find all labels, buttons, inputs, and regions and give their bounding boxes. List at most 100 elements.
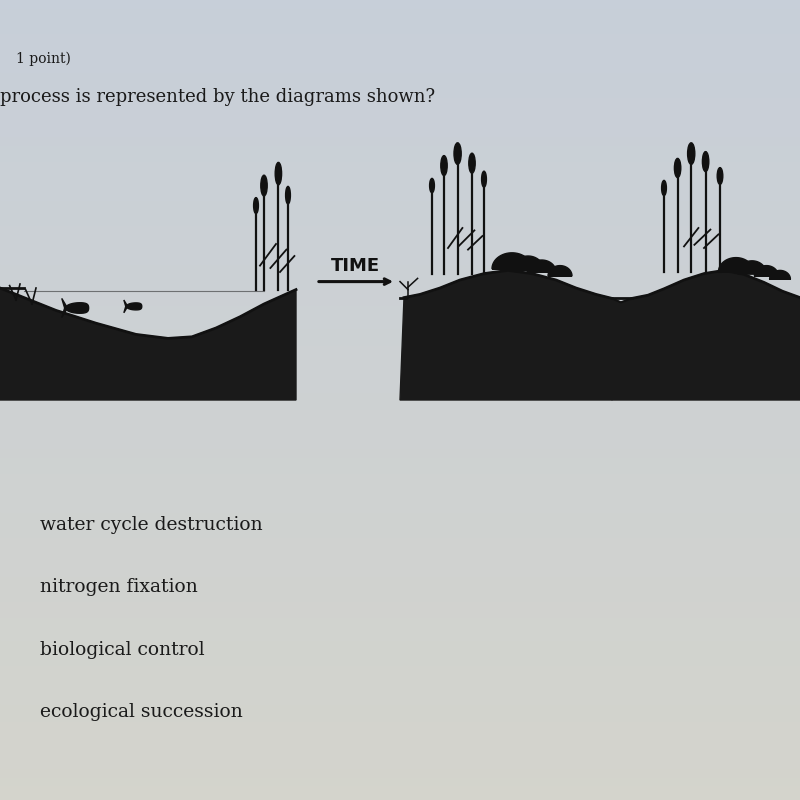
Polygon shape bbox=[770, 270, 790, 279]
Bar bbox=[0, 191, 800, 200]
Bar bbox=[0, 759, 800, 768]
Ellipse shape bbox=[286, 186, 290, 204]
Bar bbox=[0, 615, 800, 624]
Bar bbox=[0, 143, 800, 152]
Bar bbox=[0, 655, 800, 664]
Bar bbox=[0, 695, 800, 704]
Bar bbox=[0, 111, 800, 120]
Polygon shape bbox=[738, 261, 766, 274]
Bar bbox=[0, 551, 800, 560]
Bar bbox=[0, 271, 800, 280]
Bar bbox=[0, 167, 800, 176]
Bar bbox=[0, 487, 800, 496]
Bar bbox=[0, 519, 800, 528]
Polygon shape bbox=[126, 303, 142, 310]
Bar bbox=[0, 279, 800, 288]
Bar bbox=[0, 495, 800, 504]
Ellipse shape bbox=[441, 155, 447, 176]
Text: nitrogen fixation: nitrogen fixation bbox=[40, 578, 198, 597]
Bar bbox=[0, 63, 800, 72]
Ellipse shape bbox=[662, 180, 666, 196]
Bar bbox=[0, 431, 800, 440]
Ellipse shape bbox=[454, 142, 461, 164]
Bar bbox=[0, 447, 800, 456]
Bar bbox=[0, 703, 800, 712]
Bar bbox=[0, 527, 800, 536]
Bar bbox=[0, 335, 800, 344]
Bar bbox=[0, 591, 800, 600]
Text: process is represented by the diagrams shown?: process is represented by the diagrams s… bbox=[0, 88, 435, 106]
Bar bbox=[0, 511, 800, 520]
Bar bbox=[0, 175, 800, 184]
Polygon shape bbox=[62, 298, 67, 318]
Bar bbox=[0, 679, 800, 688]
Bar bbox=[0, 727, 800, 736]
Bar bbox=[0, 631, 800, 640]
Text: biological control: biological control bbox=[40, 641, 205, 659]
Bar bbox=[0, 215, 800, 224]
Ellipse shape bbox=[261, 175, 267, 196]
Polygon shape bbox=[400, 270, 612, 400]
Bar bbox=[0, 791, 800, 800]
Bar bbox=[0, 31, 800, 40]
Bar bbox=[0, 47, 800, 56]
Bar bbox=[0, 567, 800, 576]
Bar bbox=[0, 199, 800, 208]
Bar bbox=[0, 263, 800, 272]
Bar bbox=[0, 559, 800, 568]
Polygon shape bbox=[527, 260, 556, 272]
Bar bbox=[0, 671, 800, 680]
Bar bbox=[0, 247, 800, 256]
Ellipse shape bbox=[482, 171, 486, 187]
Bar bbox=[0, 351, 800, 360]
Bar bbox=[0, 639, 800, 648]
Bar bbox=[0, 87, 800, 96]
Bar bbox=[0, 719, 800, 728]
Polygon shape bbox=[512, 256, 544, 270]
Bar bbox=[0, 543, 800, 552]
Ellipse shape bbox=[275, 162, 282, 185]
Bar bbox=[0, 423, 800, 432]
Bar bbox=[0, 151, 800, 160]
Bar bbox=[0, 15, 800, 24]
Bar bbox=[0, 503, 800, 512]
Bar bbox=[0, 255, 800, 264]
Text: 1 point): 1 point) bbox=[16, 52, 71, 66]
Bar bbox=[0, 0, 800, 8]
Bar bbox=[0, 607, 800, 616]
Bar bbox=[0, 55, 800, 64]
Bar bbox=[0, 391, 800, 400]
Bar bbox=[0, 583, 800, 592]
Bar bbox=[0, 207, 800, 216]
Bar bbox=[0, 359, 800, 368]
Bar bbox=[0, 231, 800, 240]
Bar bbox=[0, 295, 800, 304]
Ellipse shape bbox=[718, 168, 723, 184]
Ellipse shape bbox=[254, 198, 258, 214]
Bar bbox=[0, 135, 800, 144]
Bar bbox=[0, 103, 800, 112]
Polygon shape bbox=[0, 288, 296, 400]
Bar bbox=[0, 303, 800, 312]
Polygon shape bbox=[754, 266, 778, 276]
Bar bbox=[0, 79, 800, 88]
Polygon shape bbox=[718, 258, 754, 272]
Ellipse shape bbox=[674, 158, 681, 178]
Polygon shape bbox=[548, 266, 572, 276]
Ellipse shape bbox=[687, 142, 694, 164]
Bar bbox=[0, 95, 800, 104]
Bar bbox=[0, 743, 800, 752]
Bar bbox=[0, 783, 800, 792]
Bar bbox=[0, 535, 800, 544]
Bar bbox=[0, 367, 800, 376]
Bar bbox=[0, 311, 800, 320]
Bar bbox=[0, 599, 800, 608]
Bar bbox=[0, 39, 800, 48]
Bar bbox=[0, 711, 800, 720]
Bar bbox=[0, 23, 800, 32]
Polygon shape bbox=[124, 300, 128, 313]
Bar bbox=[0, 183, 800, 192]
Bar bbox=[0, 287, 800, 296]
Bar bbox=[0, 71, 800, 80]
Bar bbox=[0, 647, 800, 656]
